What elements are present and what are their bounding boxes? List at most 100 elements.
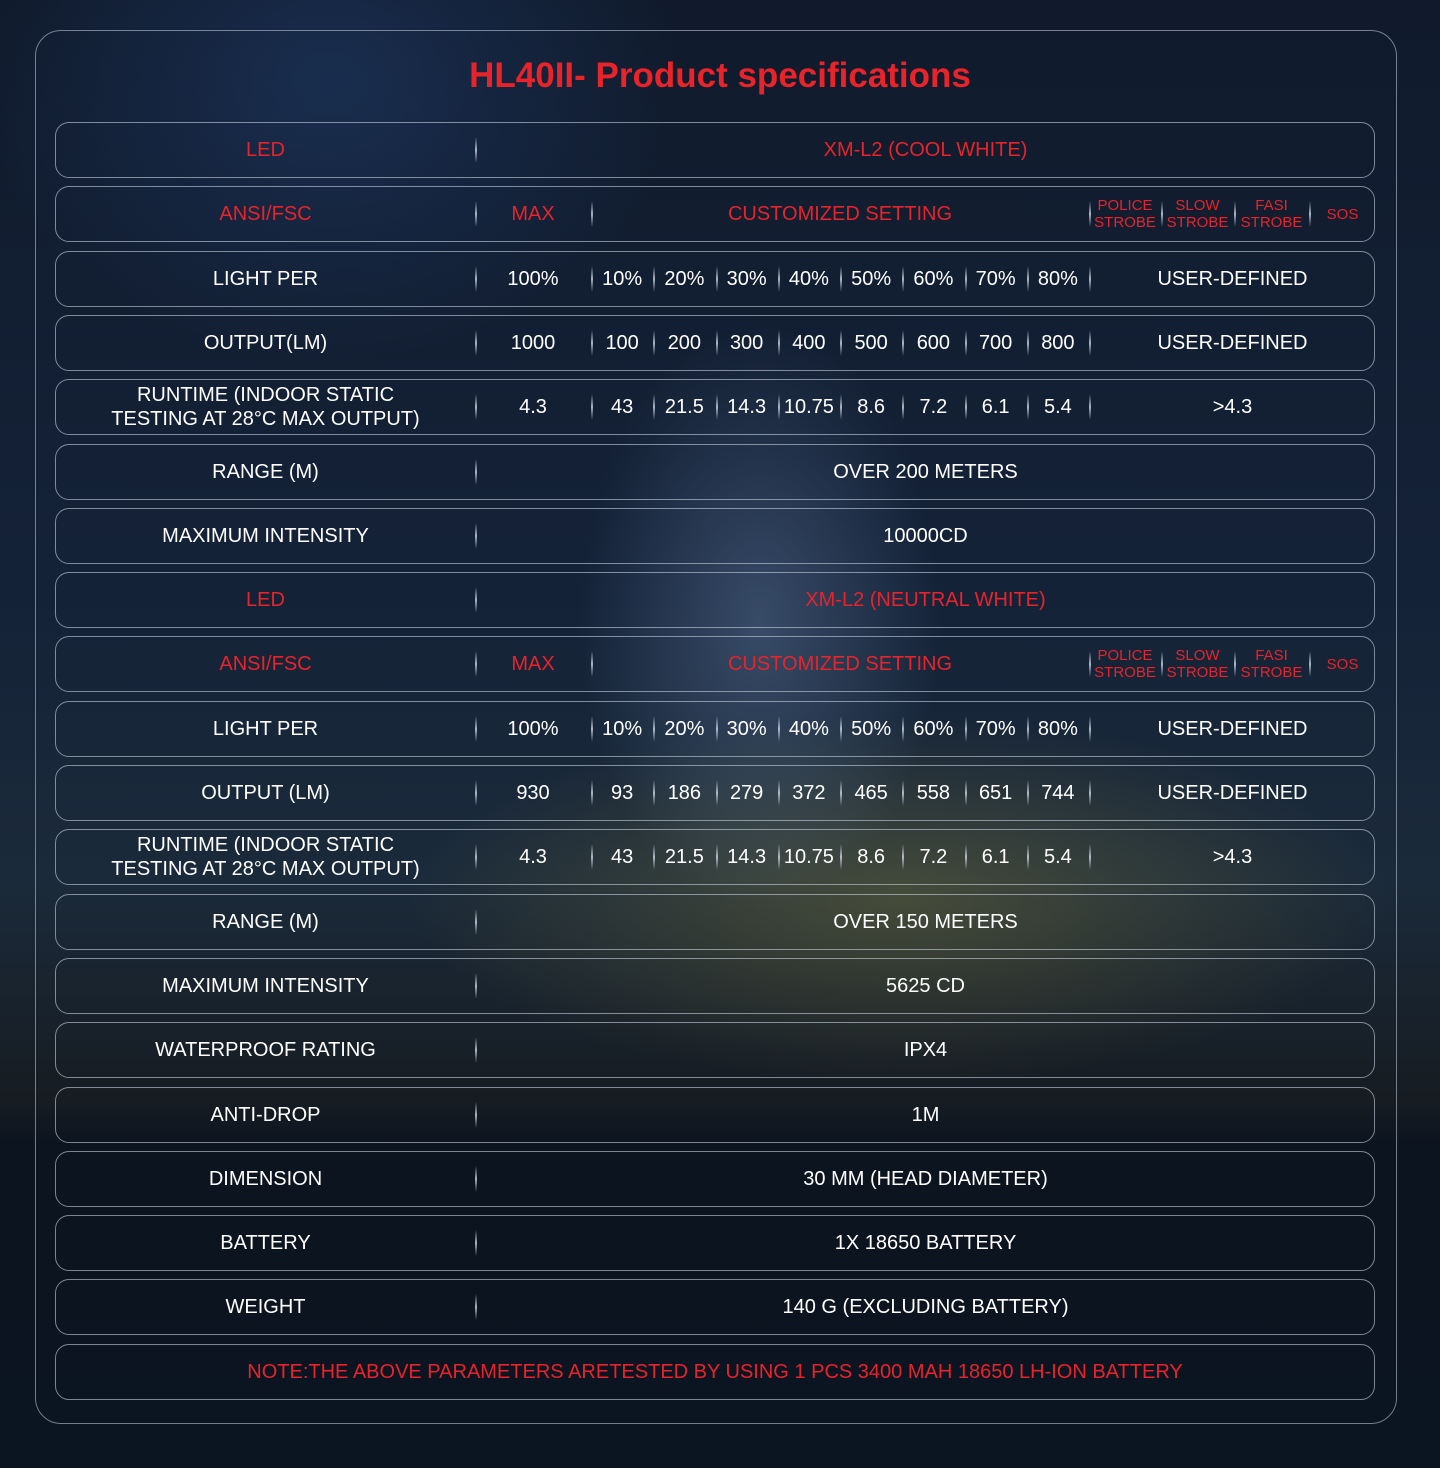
- user-defined-value: USER-DEFINED: [1089, 252, 1376, 306]
- spec-row: BATTERY 1X 18650 BATTERY: [55, 1215, 1376, 1272]
- user-defined-value: USER-DEFINED: [1089, 702, 1376, 756]
- spec-row: MAXIMUM INTENSITY 10000CD: [55, 507, 1376, 564]
- level-value: 800: [1026, 316, 1089, 370]
- row-label: ANSI/FSC: [219, 653, 312, 676]
- level-value: 100: [591, 316, 653, 370]
- row-value: 10000CD: [475, 509, 1376, 563]
- row-label: RANGE (M): [212, 460, 319, 483]
- level-value: 21.5: [653, 830, 715, 884]
- spec-row: WATERPROOF RATING IPX4: [55, 1022, 1375, 1079]
- row-label: ANTI-DROP: [210, 1103, 321, 1126]
- spec-row: RANGE (M) OVER 200 METERS: [55, 443, 1376, 500]
- spec-row: ANSI/FSC MAX CUSTOMIZED SETTING POLICE STRO…: [55, 636, 1376, 693]
- customized-setting-header: CUSTOMIZED SETTING: [591, 187, 1089, 241]
- row-value: 5625 CD: [475, 959, 1376, 1013]
- spec-row: LED XM-L2 (COOL WHITE): [55, 122, 1375, 178]
- max-value: 100%: [475, 702, 591, 756]
- level-value: 60%: [902, 702, 964, 756]
- user-defined-value: USER-DEFINED: [1089, 316, 1376, 370]
- spec-row: ANTI-DROP 1M: [55, 1086, 1376, 1143]
- level-value: 80%: [1026, 702, 1089, 756]
- level-value: 7.2: [902, 380, 964, 434]
- level-value: 400: [777, 316, 840, 370]
- row-label: RANGE (M): [212, 910, 319, 933]
- user-defined-value: >4.3: [1089, 380, 1376, 434]
- max-value: 1000: [475, 316, 591, 370]
- row-label: MAXIMUM INTENSITY: [162, 524, 369, 547]
- level-value: 14.3: [715, 830, 778, 884]
- spec-row: RANGE (M) OVER 150 METERS: [55, 893, 1376, 950]
- note-row: NOTE:THE ABOVE PARAMETERS ARETESTED BY U…: [55, 1343, 1375, 1400]
- row-label: LIGHT PER: [212, 717, 319, 740]
- mode-header: SLOW STROBE: [1161, 187, 1234, 241]
- row-value: 140 G (EXCLUDING BATTERY): [475, 1280, 1376, 1334]
- level-value: 40%: [777, 252, 840, 306]
- row-value: 1M: [475, 1088, 1376, 1142]
- row-label: MAXIMUM INTENSITY: [162, 974, 369, 997]
- mode-header: FASI STROBE: [1234, 187, 1309, 241]
- spec-row: RUNTIME (INDOOR STATIC TESTING AT 28°C M…: [55, 379, 1376, 436]
- row-value: XM-L2 (NEUTRAL WHITE): [475, 573, 1376, 627]
- row-label: WATERPROOF RATING: [155, 1039, 376, 1062]
- level-value: 6.1: [964, 830, 1027, 884]
- max-value: 100%: [475, 252, 591, 306]
- spec-row: OUTPUT(LM) 1000 100 200 300 400 500 600 700 800 US…: [55, 314, 1376, 371]
- row-label: LED: [246, 589, 285, 612]
- max-value: 4.3: [475, 830, 591, 884]
- row-value: OVER 150 METERS: [475, 895, 1376, 949]
- spec-row: ANSI/FSC MAX CUSTOMIZED SETTING POLICE STRO…: [55, 186, 1376, 243]
- mode-header: POLICE STROBE: [1089, 637, 1161, 691]
- level-value: 651: [964, 766, 1027, 820]
- max-value: 4.3: [475, 380, 591, 434]
- level-value: 372: [777, 766, 840, 820]
- level-value: 60%: [902, 252, 964, 306]
- row-label: ANSI/FSC: [219, 203, 312, 226]
- level-value: 40%: [777, 702, 840, 756]
- level-value: 10.75: [777, 380, 840, 434]
- level-value: 279: [715, 766, 778, 820]
- user-defined-value: USER-DEFINED: [1089, 766, 1376, 820]
- mode-header: POLICE STROBE: [1089, 187, 1161, 241]
- level-value: 43: [591, 830, 653, 884]
- row-value: 1X 18650 BATTERY: [475, 1216, 1376, 1270]
- level-value: 10%: [591, 252, 653, 306]
- spec-row: LIGHT PER 100% 10% 20% 30% 40% 50% 60% 70% 80% USE…: [55, 700, 1376, 757]
- level-value: 10.75: [777, 830, 840, 884]
- level-value: 500: [840, 316, 902, 370]
- level-value: 5.4: [1026, 380, 1089, 434]
- level-value: 6.1: [964, 380, 1027, 434]
- note-text: NOTE:THE ABOVE PARAMETERS ARETESTED BY U…: [247, 1360, 1183, 1383]
- level-value: 700: [964, 316, 1027, 370]
- spec-row: OUTPUT (LM) 930 93 186 279 372 465 558 651 744 USE…: [55, 765, 1375, 821]
- row-label: LED: [246, 139, 285, 161]
- row-label: RUNTIME (INDOOR STATIC TESTING AT 28°C M…: [111, 384, 420, 431]
- level-value: 10%: [591, 702, 653, 756]
- level-value: 93: [591, 766, 653, 820]
- max-header: MAX: [475, 637, 591, 691]
- mode-header: FASI STROBE: [1234, 637, 1309, 691]
- customized-setting-header: CUSTOMIZED SETTING: [591, 637, 1089, 691]
- mode-header: SOS: [1309, 187, 1376, 241]
- spec-row: WEIGHT 140 G (EXCLUDING BATTERY): [55, 1279, 1376, 1336]
- level-value: 186: [653, 766, 715, 820]
- row-label: OUTPUT (LM): [201, 782, 330, 804]
- level-value: 30%: [715, 252, 778, 306]
- level-value: 20%: [653, 252, 715, 306]
- row-label: LIGHT PER: [212, 267, 319, 290]
- mode-header: SOS: [1309, 637, 1376, 691]
- level-value: 200: [653, 316, 715, 370]
- level-value: 8.6: [840, 380, 902, 434]
- level-value: 50%: [840, 252, 902, 306]
- level-value: 80%: [1026, 252, 1089, 306]
- level-value: 300: [715, 316, 778, 370]
- spec-row: RUNTIME (INDOOR STATIC TESTING AT 28°C M…: [55, 829, 1375, 886]
- max-header: MAX: [475, 187, 591, 241]
- spec-row: DIMENSION 30 MM (HEAD DIAMETER): [55, 1150, 1375, 1207]
- row-label: BATTERY: [220, 1232, 311, 1255]
- row-label: OUTPUT(LM): [203, 331, 328, 354]
- row-label: RUNTIME (INDOOR STATIC TESTING AT 28°C M…: [111, 834, 420, 881]
- level-value: 50%: [840, 702, 902, 756]
- level-value: 70%: [964, 702, 1027, 756]
- row-value: OVER 200 METERS: [475, 445, 1376, 499]
- row-label: WEIGHT: [225, 1296, 306, 1319]
